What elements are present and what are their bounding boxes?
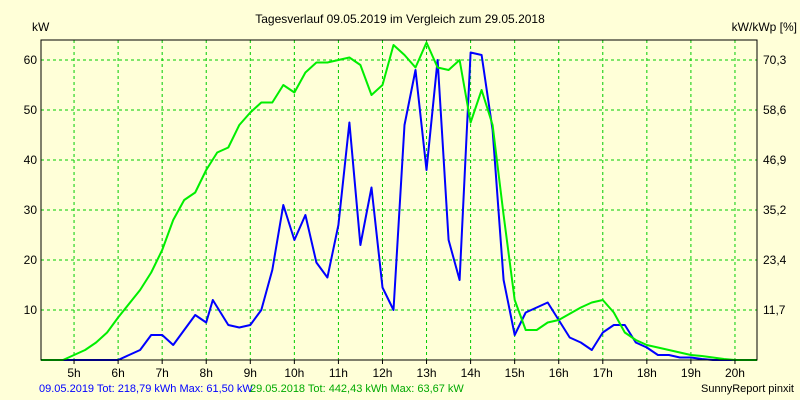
chart-title: Tagesverlauf 09.05.2019 im Vergleich zum… xyxy=(255,12,545,26)
y-tick-label-left: 30 xyxy=(24,203,38,217)
x-tick-label: 8h xyxy=(200,366,213,380)
x-tick-label: 9h xyxy=(244,366,257,380)
y-tick-label-left: 50 xyxy=(24,103,38,117)
series-line-09.05.2019 xyxy=(41,51,757,361)
plot-frame xyxy=(40,39,758,361)
x-tick-label: 20h xyxy=(725,366,745,380)
footer-green-summary: 29.05.2018 Tot: 442,43 kWh Max: 63,67 kW xyxy=(250,383,464,395)
y-tick-label-left: 20 xyxy=(24,253,38,267)
x-tick-label: 7h xyxy=(155,366,168,380)
y-tick-label-right: 23,4 xyxy=(763,253,787,267)
x-tick-label: 16h xyxy=(549,366,569,380)
x-tick-label: 15h xyxy=(505,366,525,380)
x-tick-label: 5h xyxy=(67,366,80,380)
y-tick-label-right: 46,9 xyxy=(763,153,787,167)
x-tick-label: 17h xyxy=(593,366,613,380)
x-tick-label: 11h xyxy=(329,366,348,380)
footer-blue-summary: 09.05.2019 Tot: 218,79 kWh Max: 61,50 kW xyxy=(39,383,253,395)
x-tick-label: 12h xyxy=(372,366,392,380)
x-tick-label: 19h xyxy=(681,366,701,380)
y-tick-label-right: 70,3 xyxy=(763,53,787,67)
series-line-29.05.2018 xyxy=(41,41,757,361)
ticks: 5h 6h 7h 8h 9h 10h 11h 12h 13h 14h 15h 16h 17h 18h 19h… xyxy=(24,53,787,380)
y-tick-label-left: 60 xyxy=(24,53,38,67)
x-tick-label: 14h xyxy=(461,366,481,380)
y-tick-label-left: 40 xyxy=(24,153,38,167)
x-tick-label: 18h xyxy=(637,366,657,380)
y-tick-label-right: 11,7 xyxy=(763,303,786,317)
footer-brand: SunnyReport pinxit xyxy=(701,383,794,395)
series-group xyxy=(41,41,757,361)
x-tick-label: 6h xyxy=(111,366,124,380)
y-tick-label-right: 58,6 xyxy=(763,103,787,117)
y-tick-label-right: 35,2 xyxy=(763,203,787,217)
grid xyxy=(41,40,757,360)
x-tick-label: 13h xyxy=(417,366,437,380)
y-axis-label-left: kW xyxy=(32,20,50,34)
x-tick-label: 10h xyxy=(284,366,304,380)
y-axis-label-right: kW/kWp [%] xyxy=(732,20,797,34)
y-tick-label-left: 10 xyxy=(24,303,38,317)
